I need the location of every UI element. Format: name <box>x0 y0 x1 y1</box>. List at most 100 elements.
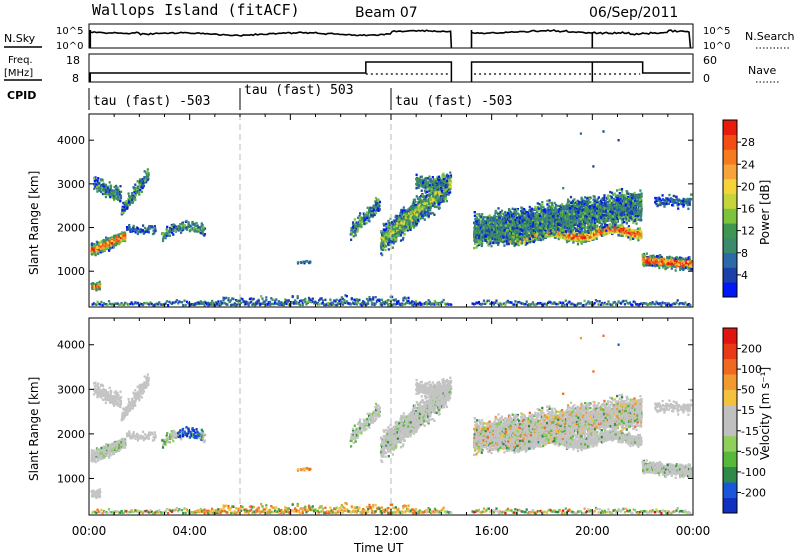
power-cell <box>415 187 417 189</box>
power-cell <box>430 207 432 209</box>
freq-panel-frame <box>89 54 693 82</box>
power-cell <box>369 210 371 212</box>
power-cell <box>627 236 629 238</box>
power-scatter <box>90 130 693 306</box>
power-cell <box>357 228 359 230</box>
power-cell <box>120 197 122 199</box>
power-cell <box>144 231 146 233</box>
power-cell <box>387 220 389 222</box>
power-cell <box>591 234 593 236</box>
power-cell <box>123 234 125 236</box>
freq-label-line1: Freq. <box>8 55 33 66</box>
power-cell <box>412 216 414 218</box>
power-cell <box>443 181 445 183</box>
power-cell <box>407 219 409 221</box>
power-cell <box>173 223 175 225</box>
noise-panel-frame <box>89 24 693 48</box>
power-cell <box>421 201 423 203</box>
power-cell <box>138 193 140 195</box>
power-cell <box>436 186 438 188</box>
power-cell <box>100 179 102 181</box>
power-cell <box>405 226 407 228</box>
power-cell <box>135 231 137 233</box>
power-cell <box>584 237 586 239</box>
power-cell <box>416 207 418 209</box>
power-cell <box>416 174 418 176</box>
power-cell <box>446 200 448 202</box>
power-cell <box>190 225 192 227</box>
power-cell <box>376 202 378 204</box>
power-cell <box>442 200 444 202</box>
power-cell <box>391 225 393 227</box>
power-cell <box>438 176 440 178</box>
power-cell <box>97 177 99 179</box>
power-cell <box>403 233 405 235</box>
power-cell <box>444 175 446 177</box>
power-cell <box>415 178 417 180</box>
power-cell <box>432 176 434 178</box>
power-cell <box>137 227 139 229</box>
power-cell <box>384 229 386 231</box>
power-cell <box>392 247 394 249</box>
power-cell <box>577 243 579 245</box>
power-cell <box>352 221 354 223</box>
power-cell <box>385 233 387 235</box>
power-cell <box>139 178 141 180</box>
power-cell <box>360 226 362 228</box>
power-cell <box>627 232 629 234</box>
power-cell <box>421 208 423 210</box>
power-cell <box>146 174 148 176</box>
power-cell <box>607 226 609 228</box>
power-cell <box>441 174 443 176</box>
power-cell <box>526 242 528 244</box>
noise-right-tick-bottom: 10^0 <box>703 41 730 52</box>
cpid-segment-2: tau (fast) -503 <box>395 94 512 109</box>
power-cell <box>350 233 352 235</box>
power-cell <box>413 226 415 228</box>
power-cell <box>439 207 441 209</box>
power-cell <box>166 233 168 235</box>
power-cell <box>443 184 445 186</box>
power-cell <box>203 229 205 231</box>
power-cell <box>118 189 120 191</box>
power-cell <box>445 197 447 199</box>
power-cell <box>405 229 407 231</box>
power-cell <box>424 177 426 179</box>
power-cell <box>634 235 636 237</box>
power-cell <box>297 261 299 263</box>
power-cell <box>409 221 411 223</box>
power-cell <box>164 236 166 238</box>
power-cell <box>356 230 358 232</box>
power-cell <box>435 201 437 203</box>
power-cell <box>639 234 641 236</box>
power-cell <box>369 207 371 209</box>
power-cell <box>407 227 409 229</box>
power-cell <box>414 201 416 203</box>
power-cell <box>154 230 156 232</box>
power-cell <box>385 240 387 242</box>
power-cell <box>425 200 427 202</box>
power-cell <box>135 194 137 196</box>
power-cell <box>201 222 203 224</box>
power-cell <box>430 204 432 206</box>
power-cell <box>182 223 184 225</box>
power-cell <box>632 235 634 237</box>
power-cell <box>118 234 120 236</box>
power-cell <box>105 237 107 239</box>
power-cell <box>620 235 622 237</box>
power-cell <box>361 217 363 219</box>
power-cell <box>400 222 402 224</box>
power-cell <box>372 205 374 207</box>
power-cell <box>517 243 519 245</box>
power-cell <box>423 196 425 198</box>
power-cell <box>368 220 370 222</box>
power-cell <box>193 223 195 225</box>
power-cell <box>388 248 390 250</box>
power-cell <box>440 188 442 190</box>
power-cell <box>396 215 398 217</box>
power-cell <box>380 244 382 246</box>
power-cell <box>625 235 627 237</box>
power-cell <box>107 193 109 195</box>
power-cell <box>110 187 112 189</box>
power-cell <box>361 224 363 226</box>
